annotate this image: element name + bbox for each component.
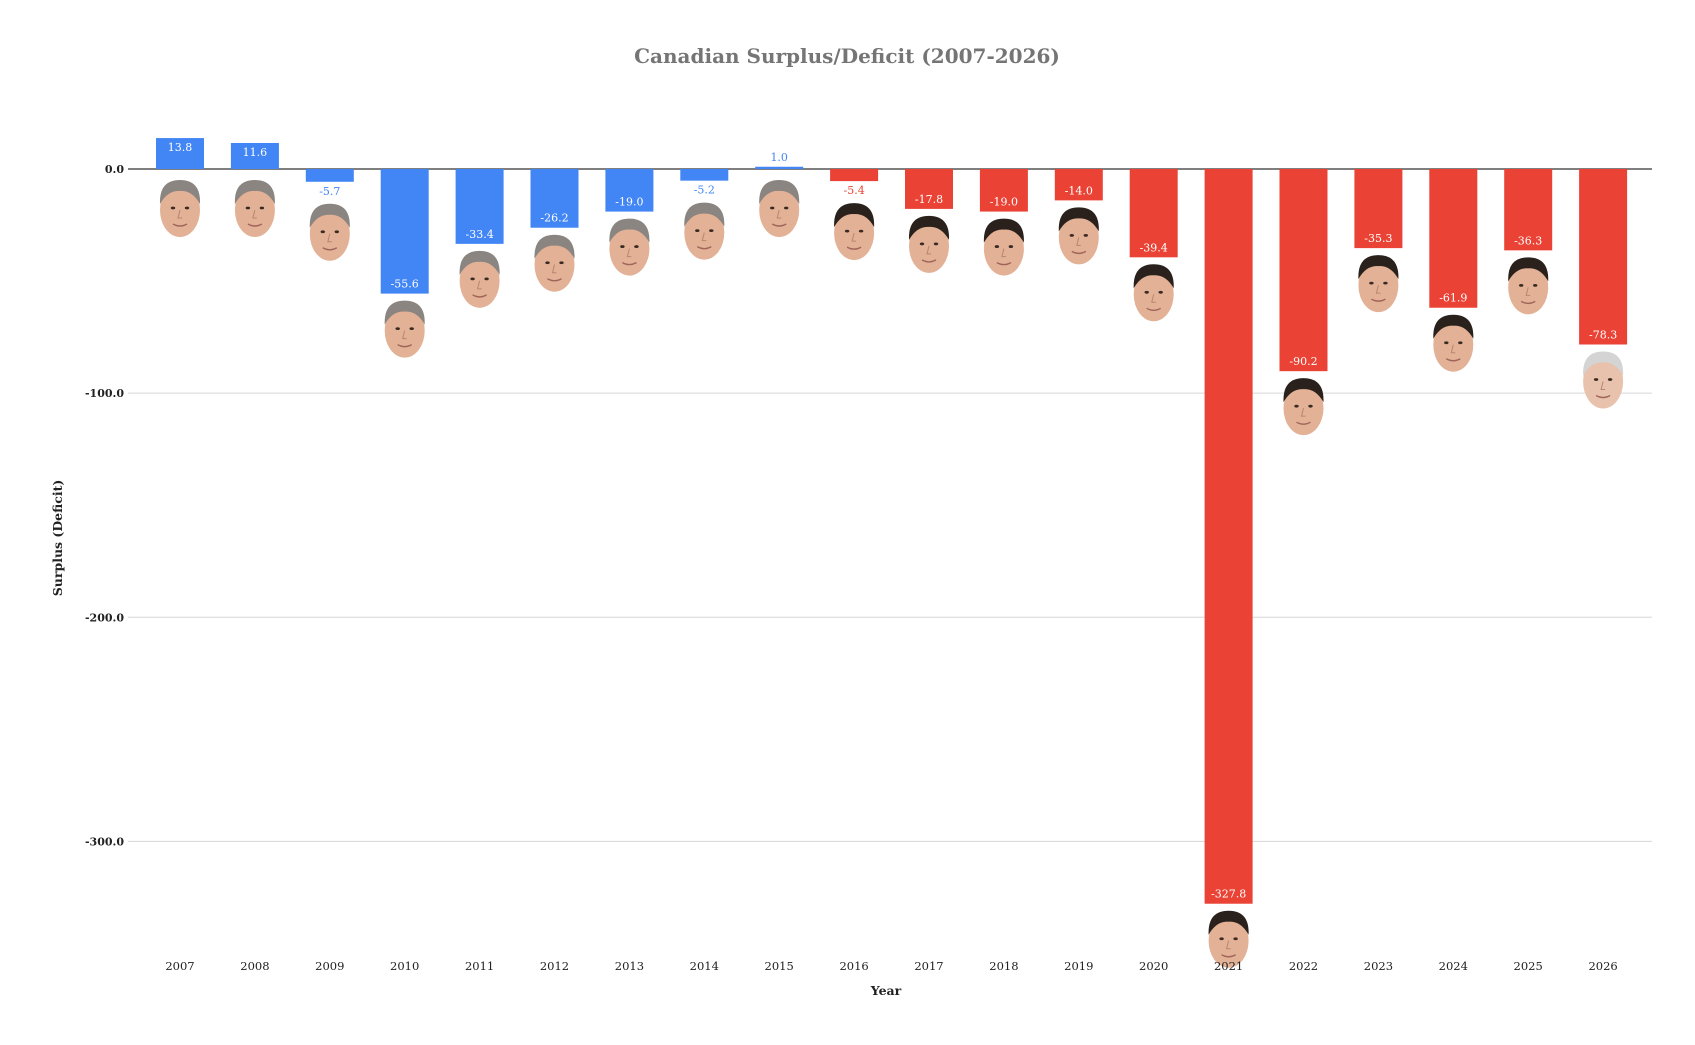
face-icon-a [684, 202, 725, 260]
data-label: -17.8 [915, 193, 943, 206]
data-label: -26.2 [540, 212, 568, 225]
face-icon-a [159, 180, 201, 237]
face-icon-a [759, 180, 800, 237]
data-label: -35.3 [1364, 232, 1392, 245]
x-tick-label: 2008 [240, 959, 269, 973]
bar [1279, 169, 1328, 372]
data-label: 13.8 [168, 141, 193, 154]
data-label: -90.2 [1289, 355, 1317, 368]
bar [380, 169, 429, 294]
face-icon-b [834, 203, 875, 261]
bar [979, 169, 1028, 212]
data-label: -36.3 [1514, 234, 1542, 247]
data-label: -39.4 [1140, 241, 1168, 254]
y-tick-label: -200.0 [85, 611, 124, 624]
data-label: -33.4 [465, 228, 493, 241]
bar [1429, 169, 1478, 308]
bar [156, 138, 204, 169]
face-icon-b [1358, 255, 1399, 313]
x-tick-label: 2016 [839, 959, 868, 973]
face-icon-b [1133, 264, 1174, 322]
x-tick-label: 2025 [1514, 959, 1543, 973]
face-icon-b [908, 215, 950, 273]
x-tick-label: 2022 [1289, 959, 1318, 973]
data-label: -14.0 [1065, 184, 1093, 197]
x-tick-label: 2017 [914, 959, 943, 973]
bar [1579, 169, 1628, 345]
bar [1204, 169, 1253, 904]
x-tick-label: 2019 [1064, 959, 1093, 973]
face-icon-b [1508, 257, 1549, 315]
data-label: -19.0 [990, 196, 1018, 209]
face-icon-b [1283, 378, 1324, 436]
bar [455, 169, 504, 244]
bar [305, 169, 354, 182]
face-icon-a [309, 203, 350, 261]
x-tick-label: 2021 [1214, 959, 1243, 973]
bar [530, 169, 579, 228]
bar [1054, 169, 1103, 201]
x-tick-label: 2010 [390, 959, 419, 973]
bar [1129, 169, 1178, 258]
data-label: -55.6 [391, 278, 419, 291]
x-tick-label: 2012 [540, 959, 569, 973]
x-tick-label: 2024 [1439, 959, 1468, 973]
face-icon-a [459, 250, 500, 308]
bar [680, 169, 729, 181]
data-label: -19.0 [615, 196, 643, 209]
face-icon-b [1433, 314, 1474, 372]
data-label: -5.4 [843, 184, 864, 197]
data-label: 11.6 [243, 146, 268, 159]
data-labels: 13.8 11.6 -5.7 -55.6 -33.4 -26.2 -19.0 -5.2 1.0 -… [168, 141, 1617, 901]
y-tick-label: -100.0 [85, 387, 124, 400]
y-axis-label: Surplus (Deficit) [50, 480, 65, 597]
bar [1354, 169, 1403, 249]
x-axis-ticks: 2007 2008 2009 2010 2011 2012 2013 2014 2015 2016… [165, 959, 1617, 973]
y-axis-ticks: 0.0 -100.0 -200.0 -300.0 [85, 163, 124, 848]
face-icon-a [384, 300, 425, 358]
bar [605, 169, 654, 212]
face-markers [159, 180, 1624, 968]
x-tick-label: 2026 [1588, 959, 1617, 973]
x-tick-label: 2020 [1139, 959, 1168, 973]
data-label: -327.8 [1211, 888, 1246, 901]
face-icon-b [983, 218, 1024, 276]
x-tick-label: 2014 [690, 959, 719, 973]
data-label: -78.3 [1589, 329, 1617, 342]
face-icon-b [1058, 207, 1099, 265]
bar [230, 142, 279, 169]
x-tick-label: 2009 [315, 959, 344, 973]
data-label: 1.0 [770, 151, 788, 164]
x-tick-label: 2018 [989, 959, 1018, 973]
y-tick-label: -300.0 [85, 835, 124, 848]
bars [156, 138, 1628, 904]
x-tick-label: 2015 [765, 959, 794, 973]
x-tick-label: 2011 [465, 959, 494, 973]
face-icon-a [534, 234, 575, 292]
face-icon-a [609, 218, 650, 276]
bar [905, 169, 953, 209]
data-label: -61.9 [1439, 292, 1467, 305]
chart-title: Canadian Surplus/Deficit (2007-2026) [634, 44, 1060, 68]
bar [830, 169, 879, 182]
y-tick-label: 0.0 [105, 163, 124, 176]
bar [755, 166, 804, 169]
x-tick-label: 2023 [1364, 959, 1393, 973]
x-tick-label: 2013 [615, 959, 644, 973]
face-icon-b [1208, 910, 1249, 968]
bar [1504, 169, 1553, 251]
x-tick-label: 2007 [165, 959, 194, 973]
face-icon-c [1583, 351, 1624, 409]
data-label: -5.2 [694, 184, 715, 197]
face-icon-a [234, 180, 275, 237]
gridlines [128, 168, 1652, 842]
data-label: -5.7 [319, 185, 340, 198]
x-axis-label: Year [870, 983, 902, 998]
